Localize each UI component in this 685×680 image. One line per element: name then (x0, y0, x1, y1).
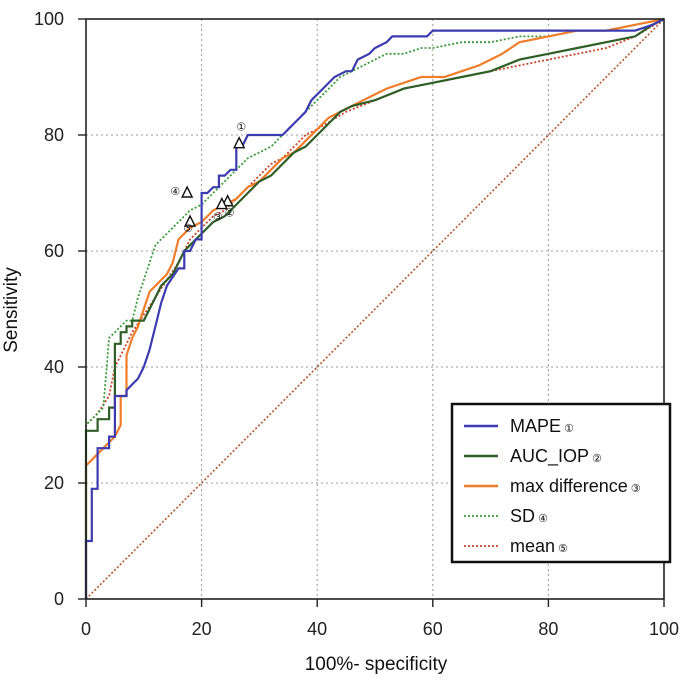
operating-point-mape (233, 136, 246, 149)
series-line-mape (84, 18, 665, 599)
operating-point-sd (181, 185, 194, 198)
operating-point-label-mean: ⑤ (183, 222, 193, 235)
y-tick-label-60: 60 (44, 241, 64, 261)
y-tick-label-0: 0 (54, 589, 64, 609)
x-tick-label-40: 40 (307, 619, 327, 639)
legend-marker-mape: ① (564, 422, 574, 435)
legend-box (450, 402, 672, 564)
x-tick-label-60: 60 (423, 619, 443, 639)
legend-label-mape: MAPE ① (510, 416, 574, 436)
operating-point-label-sd: ④ (170, 185, 180, 198)
legend-marker-sd: ④ (538, 512, 548, 525)
operating-point-max-difference (215, 197, 228, 210)
legend-label-max-difference: max difference ③ (510, 476, 641, 496)
operating-point-markers: ① ②③ ④ ⑤ (170, 121, 246, 235)
operating-point-label-mape: ① (236, 121, 246, 134)
legend-label-mean: mean ⑤ (510, 536, 568, 556)
series-line-mean (85, 18, 665, 599)
series-line-sd (85, 18, 665, 599)
legend-marker-mean: ⑤ (558, 542, 568, 555)
y-tick-label-100: 100 (34, 9, 64, 29)
plot-frame (85, 18, 665, 600)
legend-marker-auc-iop: ② (592, 452, 602, 465)
operating-point-label-auc-iop: ② (225, 207, 235, 220)
legend-marker-max-difference: ③ (631, 482, 641, 495)
x-tick-label-0: 0 (81, 619, 91, 639)
y-tick-label-20: 20 (44, 473, 64, 493)
legend-label-auc-iop: AUC_IOP ② (510, 446, 602, 467)
x-axis-title: 100%- specificity (305, 654, 448, 675)
x-tick-label-80: 80 (538, 619, 558, 639)
x-tick-label-20: 20 (192, 619, 212, 639)
y-tick-label-40: 40 (44, 357, 64, 377)
series-line-auc-iop (84, 18, 665, 599)
y-axis-title: Sensitivity (1, 267, 22, 353)
y-tick-label-80: 80 (44, 125, 64, 145)
axes: 0 20 40 60 80 100 0 20 40 60 80 100 (34, 9, 679, 639)
series-lines (84, 17, 665, 599)
operating-point-auc-iop (221, 194, 234, 207)
operating-point-mean (183, 214, 197, 227)
x-tick-label-100: 100 (649, 619, 679, 639)
operating-point-label-max-difference: ③ (213, 211, 223, 224)
reference-diagonal (85, 18, 665, 600)
reference-line (85, 18, 665, 600)
